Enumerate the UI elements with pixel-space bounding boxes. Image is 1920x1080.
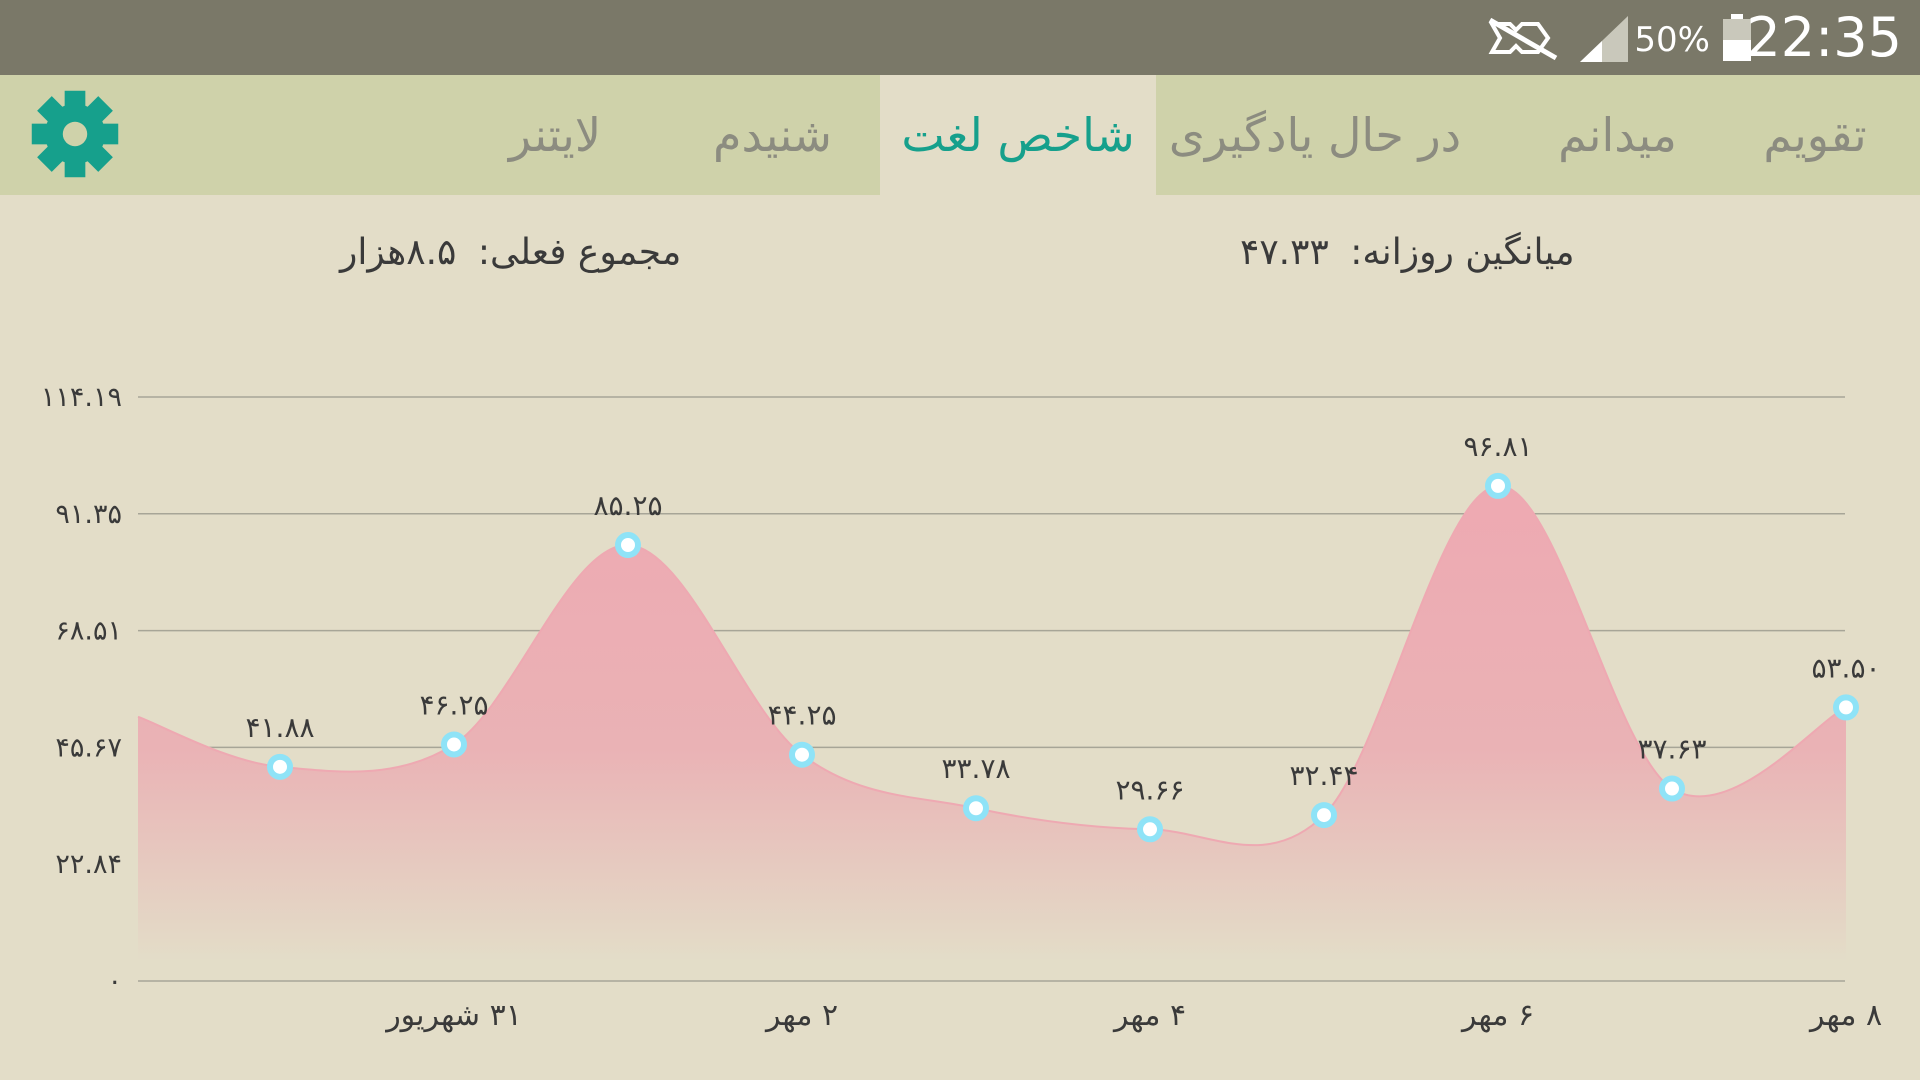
data-label: ۹۶.۸۱ (1463, 430, 1532, 463)
gear-icon (31, 90, 119, 178)
x-tick-label: ۶ مهر (1460, 998, 1534, 1033)
data-point[interactable] (615, 532, 641, 559)
current-total-label: مجموع فعلی: (477, 232, 682, 273)
y-tick-label: ۲۲.۸۴ (55, 849, 122, 880)
battery-icon (1722, 14, 1752, 66)
y-tick-label: ۰ (107, 966, 122, 997)
data-label: ۳۷.۶۳ (1637, 733, 1706, 766)
data-label: ۸۵.۲۵ (593, 489, 662, 522)
signal-icon (1578, 14, 1630, 68)
series-area (138, 485, 1846, 961)
x-tick-label: ۸ مهر (1808, 998, 1882, 1033)
mute-icon (1486, 16, 1560, 66)
data-point[interactable] (267, 753, 293, 780)
data-label: ۴۱.۸۸ (245, 711, 314, 744)
data-point[interactable] (963, 795, 989, 822)
y-tick-label: ۶۸.۵۱ (55, 616, 122, 647)
clock: 22:35 (1746, 6, 1902, 69)
tab-calendar[interactable]: تقویم (1730, 75, 1900, 195)
tab-bar: تقویم میدانم در حال یادگیری شاخص لغت شنی… (0, 75, 1920, 195)
data-point[interactable] (1659, 775, 1685, 802)
daily-average: میانگین روزانه: ۴۷.۳۳ (1240, 232, 1575, 288)
tab-label: شنیدم (713, 108, 832, 162)
x-tick-label: ۳۱ شهریور (384, 998, 522, 1033)
tab-heard[interactable]: شنیدم (690, 75, 855, 195)
y-tick-label: ۴۵.۶۷ (55, 732, 122, 763)
current-total-value: ۸.۵هزار (340, 232, 457, 273)
tab-label: شاخص لغت (901, 108, 1135, 162)
tab-word-index[interactable]: شاخص لغت (880, 75, 1156, 195)
data-label: ۴۴.۲۵ (767, 699, 836, 732)
daily-average-value: ۴۷.۳۳ (1240, 232, 1329, 273)
data-point[interactable] (1485, 472, 1511, 499)
data-label: ۴۶.۲۵ (419, 688, 488, 721)
data-point[interactable] (1311, 802, 1337, 829)
current-total: مجموع فعلی: ۸.۵هزار (340, 232, 681, 288)
status-bar: 50% 22:35 (0, 0, 1920, 75)
daily-average-label: میانگین روزانه: (1350, 232, 1575, 273)
data-label: ۳۳.۷۸ (941, 752, 1010, 785)
tab-leitner[interactable]: لایتنر (490, 75, 620, 195)
data-point[interactable] (1137, 816, 1163, 843)
tab-label: تقویم (1763, 108, 1867, 162)
tab-label: لایتنر (508, 108, 602, 162)
data-label: ۵۳.۵۰ (1811, 651, 1880, 684)
data-label: ۲۹.۶۶ (1115, 773, 1184, 806)
tab-label: در حال یادگیری (1168, 108, 1462, 162)
battery-percent: 50% (1634, 20, 1710, 60)
data-label: ۳۲.۴۴ (1289, 759, 1358, 792)
data-point[interactable] (441, 731, 467, 758)
y-tick-label: ۹۱.۳۵ (55, 499, 122, 530)
data-point[interactable] (1833, 694, 1859, 721)
x-tick-label: ۴ مهر (1112, 998, 1186, 1033)
word-index-chart: ۰ ۲۲.۸۴ ۴۵.۶۷ ۶۸.۵۱ ۹۱.۳۵ ۱۱۴.۱۹ ۳۱ شهریور ۲ م… (41, 382, 1882, 1033)
y-tick-label: ۱۱۴.۱۹ (41, 382, 122, 413)
tab-learning[interactable]: در حال یادگیری (1156, 75, 1474, 195)
tab-know[interactable]: میدانم (1515, 75, 1720, 195)
settings-button[interactable] (28, 87, 122, 181)
tab-label: میدانم (1558, 108, 1677, 162)
data-point[interactable] (789, 741, 815, 768)
x-tick-label: ۲ مهر (764, 998, 838, 1033)
